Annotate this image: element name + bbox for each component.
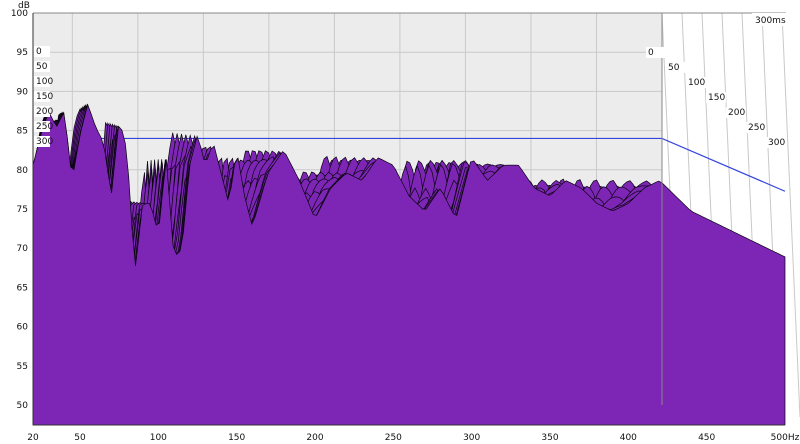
x-tick-label: 250: [385, 433, 402, 443]
time-label-left-box: [34, 136, 50, 147]
time-label-left-box: [34, 121, 50, 132]
time-label-right: 50: [668, 63, 680, 73]
time-label-right-box: [686, 77, 706, 88]
spectral-slices: [32, 103, 786, 426]
y-tick-label: 95: [17, 48, 28, 58]
y-tick-label: 100: [11, 9, 28, 19]
y-tick-label: 85: [17, 127, 28, 137]
y-tick-label: 80: [17, 166, 29, 176]
time-label-left: 0: [36, 47, 42, 57]
time-label-right: 0: [648, 48, 654, 58]
time-label-left-box: [34, 91, 50, 102]
x-tick-label: 50: [74, 433, 86, 443]
time-label-right-box: [726, 107, 746, 118]
time-label-left: 250: [36, 122, 53, 132]
time-label-left-box: [34, 61, 50, 72]
time-label-left-box: [34, 76, 50, 87]
x-tick-label: 20: [27, 433, 39, 443]
y-tick-label: 90: [17, 87, 29, 97]
x-tick-label: 100: [150, 433, 167, 443]
x-tick-label: 400: [620, 433, 637, 443]
time-label-left-box: [34, 46, 50, 57]
y-tick-label: 75: [17, 205, 28, 215]
time-label-right-box: [646, 47, 666, 58]
y-tick-label: 65: [17, 283, 28, 293]
x-tick-label: 450: [698, 433, 715, 443]
x-tick-label: 200: [306, 433, 323, 443]
axes: [32, 12, 786, 426]
perspective-gridline: [781, 12, 800, 418]
y-tick-label: 55: [17, 362, 28, 372]
time-label-right: 300: [768, 138, 785, 148]
time-depth-label: 300ms: [755, 16, 786, 26]
time-label-left: 150: [36, 92, 53, 102]
time-label-left: 100: [36, 77, 53, 87]
y-tick-label: 60: [17, 323, 29, 333]
y-tick-label: 70: [17, 244, 29, 254]
x-tick-label: 500Hz: [771, 433, 800, 443]
time-label-right: 100: [688, 78, 705, 88]
x-tick-label: 350: [541, 433, 558, 443]
y-tick-label: 50: [17, 401, 29, 411]
time-label-left: 200: [36, 107, 53, 117]
x-tick-label: 150: [228, 433, 245, 443]
time-label-right-box: [666, 62, 686, 73]
time-label-right: 200: [728, 108, 745, 118]
time-label-right-box: [766, 137, 786, 148]
time-label-right-box: [706, 92, 726, 103]
time-label-left-box: [34, 106, 50, 117]
y-unit-label: dB: [18, 1, 30, 11]
time-label-right-box: [746, 122, 766, 133]
time-depth-label-box: [752, 13, 786, 26]
time-label-right: 150: [708, 93, 725, 103]
spectral-slice: [32, 103, 786, 426]
time-label-right: 250: [748, 123, 765, 133]
time-label-left: 50: [36, 62, 48, 72]
x-tick-label: 300: [463, 433, 480, 443]
time-label-left: 300: [36, 137, 53, 147]
